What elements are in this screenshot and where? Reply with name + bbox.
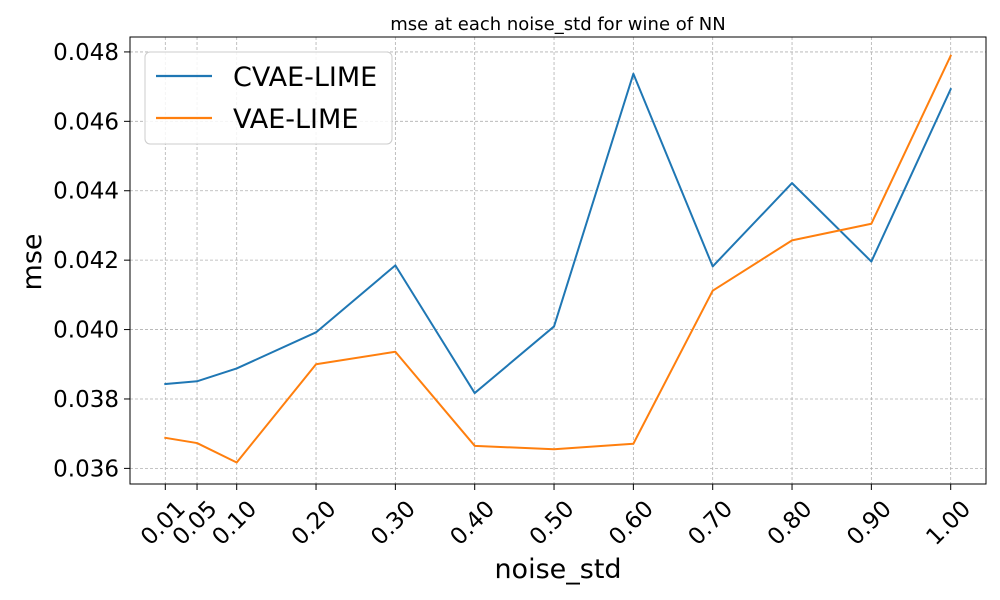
chart-title: mse at each noise_std for wine of NN (390, 14, 726, 35)
y-axis-label: mse (17, 234, 48, 291)
y-tick-label: 0.042 (53, 248, 119, 274)
series-line-cvae-lime (164, 72, 953, 395)
legend-label-cvae-lime: CVAE-LIME (233, 62, 377, 93)
y-axis-ticks: 0.036 0.038 0.040 0.042 0.044 0.046 0.048 (53, 40, 130, 482)
legend-label-vae-lime: VAE-LIME (233, 104, 358, 135)
y-tick-label: 0.038 (53, 387, 119, 413)
y-tick-label: 0.044 (53, 179, 119, 205)
series-line-vae-lime (164, 54, 953, 464)
y-tick-label: 0.046 (53, 109, 119, 135)
legend: CVAE-LIME VAE-LIME (144, 51, 393, 145)
y-tick-label: 0.048 (53, 40, 119, 66)
x-axis-label: noise_std (494, 554, 621, 585)
y-tick-label: 0.040 (53, 318, 119, 344)
series-lines (164, 54, 953, 464)
y-tick-label: 0.036 (53, 456, 119, 482)
